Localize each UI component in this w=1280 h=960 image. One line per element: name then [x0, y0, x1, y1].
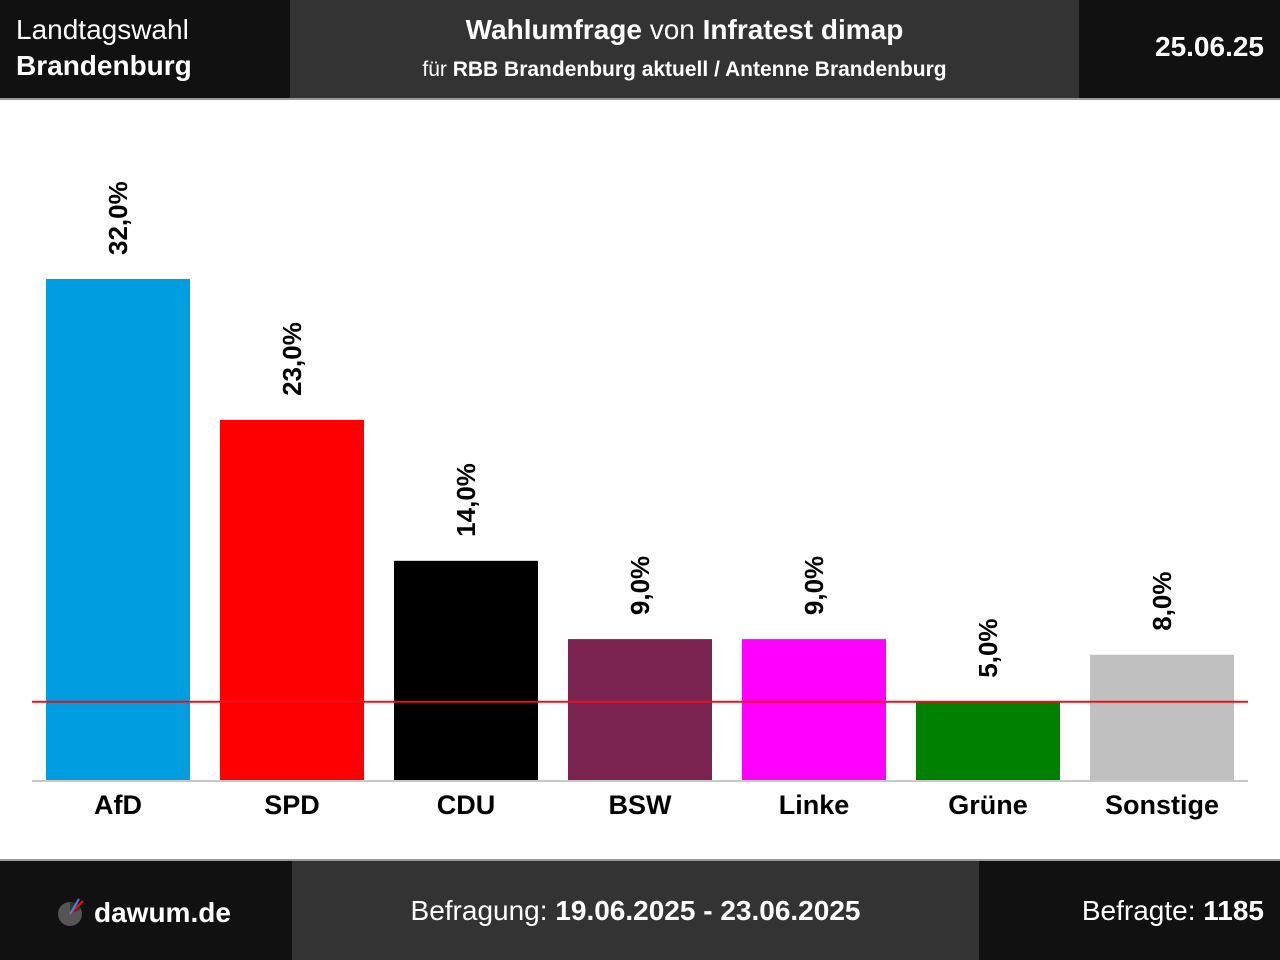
category-label-gr-ne: Grüne	[948, 790, 1028, 820]
value-label-cdu: 14,0%	[451, 463, 481, 537]
header-left-panel: Landtagswahl Brandenburg	[0, 0, 290, 98]
header-right-panel: 25.06.25	[1079, 0, 1280, 98]
value-label-bsw: 9,0%	[625, 556, 655, 615]
poll-title: Wahlumfrage von Infratest dimap	[290, 14, 1079, 46]
client-prefix: für	[422, 58, 453, 81]
footer-respondents-panel: Befragte: 1185	[979, 861, 1280, 960]
poll-subtitle: für RBB Brandenburg aktuell / Antenne Br…	[290, 58, 1079, 82]
category-label-bsw: BSW	[609, 790, 673, 820]
value-label-sonstige: 8,0%	[1147, 571, 1177, 630]
value-label-gr-ne: 5,0%	[973, 618, 1003, 677]
bar-afd	[46, 279, 190, 780]
survey-period: Befragung: 19.06.2025 - 23.06.2025	[292, 895, 979, 927]
survey-period-value: 19.06.2025 - 23.06.2025	[555, 895, 861, 926]
bar-cdu	[394, 560, 538, 780]
category-label-cdu: CDU	[437, 790, 496, 820]
category-label-sonstige: Sonstige	[1105, 790, 1219, 820]
survey-period-label: Befragung:	[410, 895, 556, 926]
election-region: Brandenburg	[16, 50, 192, 81]
bar-gr-ne	[916, 701, 1060, 780]
bar-sonstige	[1090, 654, 1234, 780]
footer-divider	[0, 859, 1280, 861]
client-name: RBB Brandenburg aktuell / Antenne Brande…	[452, 58, 947, 81]
category-label-linke: Linke	[779, 790, 850, 820]
election-type: Landtagswahl	[16, 14, 189, 45]
dawum-logo-icon	[58, 898, 84, 926]
footer-period-panel: Befragung: 19.06.2025 - 23.06.2025	[292, 861, 979, 960]
value-label-spd: 23,0%	[277, 322, 307, 396]
respondents: Befragte: 1185	[1082, 895, 1264, 927]
source-website: dawum.de	[94, 897, 231, 928]
value-label-linke: 9,0%	[799, 556, 829, 615]
header-divider	[0, 98, 1280, 100]
category-label-afd: AfD	[94, 790, 142, 820]
bar-spd	[220, 419, 364, 780]
respondents-value: 1185	[1203, 895, 1264, 926]
poll-bar-chart: 32,0% AfD 23,0% SPD 14,0% CDU 9,0% BSW 9,0% Linke…	[32, 181, 1248, 820]
header-title-panel: Wahlumfrage von Infratest dimap für RBB …	[290, 0, 1079, 98]
publication-date: 25.06.25	[1155, 31, 1264, 62]
value-label-afd: 32,0%	[103, 181, 133, 255]
respondents-label: Befragte:	[1081, 895, 1204, 926]
footer-left-panel: dawum.de	[0, 861, 292, 960]
poll-title-connector: von	[641, 14, 703, 45]
category-label-spd: SPD	[264, 790, 320, 820]
bar-linke	[742, 639, 886, 780]
poll-title-word: Wahlumfrage	[465, 14, 642, 45]
pollster-name: Infratest dimap	[702, 14, 904, 45]
bar-bsw	[568, 639, 712, 780]
